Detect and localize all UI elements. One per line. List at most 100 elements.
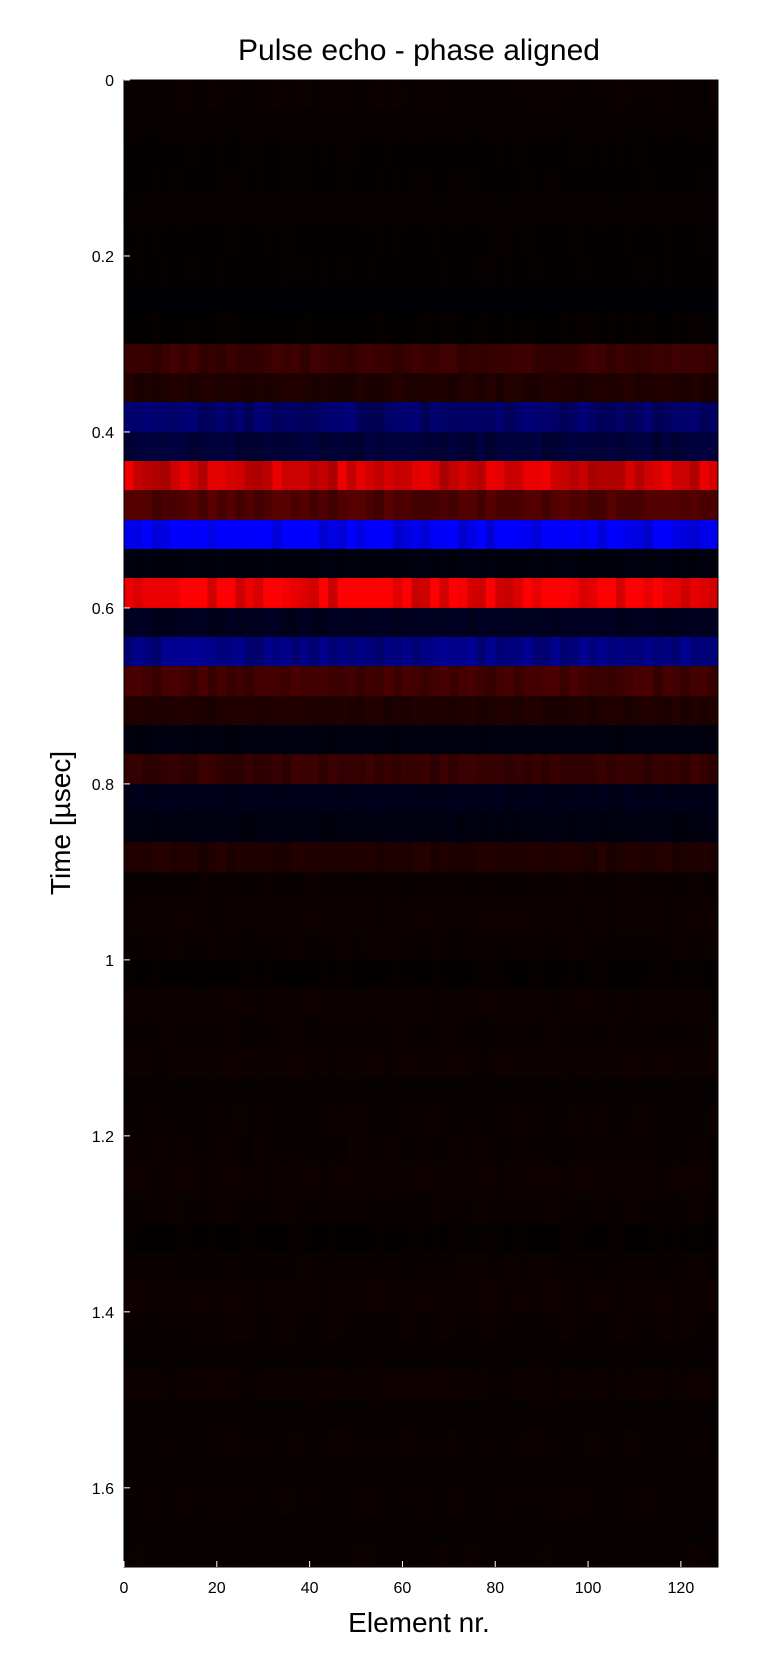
heatmap-cell [230, 109, 236, 139]
heatmap-cell [318, 841, 324, 873]
heatmap-cell [671, 607, 677, 638]
heatmap-cell [569, 255, 575, 286]
heatmap-cell [374, 666, 380, 697]
heatmap-cell [680, 138, 686, 169]
heatmap-cell [676, 841, 682, 873]
heatmap-cell [304, 929, 310, 961]
heatmap-cell [699, 959, 705, 990]
heatmap-cell [615, 431, 621, 462]
heatmap-cell [291, 1105, 296, 1137]
heatmap-cell [258, 959, 264, 990]
heatmap-cell [267, 695, 273, 726]
heatmap-cell [509, 80, 515, 110]
heatmap-cell [532, 255, 538, 286]
heatmap-cell [244, 695, 250, 726]
heatmap-cell [439, 109, 445, 139]
heatmap-cell [578, 226, 584, 257]
heatmap-cell [564, 490, 570, 521]
heatmap-cell [574, 343, 580, 374]
heatmap-cell [151, 519, 157, 550]
heatmap-cell [137, 753, 143, 785]
heatmap-cell [133, 373, 139, 403]
heatmap-cell [133, 138, 139, 169]
heatmap-cell [393, 929, 399, 961]
heatmap-cell [147, 373, 153, 403]
heatmap-cell [611, 578, 617, 609]
heatmap-cell [388, 490, 394, 521]
heatmap-cell [666, 460, 672, 491]
heatmap-cell [653, 841, 658, 873]
heatmap-cell [620, 343, 626, 374]
heatmap-cell [128, 1135, 134, 1166]
heatmap-cell [713, 900, 719, 931]
heatmap-cell [342, 197, 348, 227]
heatmap-cell [639, 1076, 645, 1107]
heatmap-cell [625, 255, 631, 286]
heatmap-cell [462, 1105, 468, 1137]
heatmap-cell [230, 695, 236, 726]
heatmap-cell [704, 548, 710, 579]
heatmap-cell [161, 812, 167, 843]
heatmap-cell [509, 929, 515, 961]
heatmap-cell [546, 402, 552, 433]
heatmap-cell [629, 959, 635, 990]
heatmap-cell [356, 1105, 361, 1137]
heatmap-cell [662, 666, 668, 697]
heatmap-cell [657, 929, 663, 961]
heatmap-cell [597, 636, 603, 667]
heatmap-cell [523, 402, 529, 433]
heatmap-cell [625, 373, 631, 403]
heatmap-cell [694, 578, 700, 609]
heatmap-cell [383, 578, 389, 609]
heatmap-cell [444, 460, 450, 491]
heatmap-cell [249, 900, 255, 931]
heatmap-cell [467, 1017, 473, 1049]
heatmap-cell [365, 900, 371, 931]
heatmap-cell [277, 519, 283, 550]
heatmap-cell [680, 402, 686, 433]
heatmap-cell [165, 548, 171, 579]
heatmap-cell [397, 431, 403, 462]
heatmap-cell [137, 783, 143, 814]
heatmap-cell [476, 841, 482, 873]
heatmap-cell [439, 812, 445, 843]
heatmap-cell [504, 285, 510, 315]
heatmap-cell [694, 167, 700, 198]
heatmap-cell [212, 929, 218, 961]
heatmap-cell [458, 666, 464, 697]
heatmap-cell [207, 255, 213, 286]
heatmap-cell [708, 1193, 714, 1225]
heatmap-cell [235, 138, 241, 169]
heatmap-cell [175, 343, 180, 374]
heatmap-cell [634, 460, 640, 491]
heatmap-cell [708, 841, 714, 873]
heatmap-cell [369, 636, 375, 667]
heatmap-cell [369, 1135, 375, 1166]
heatmap-cell [713, 373, 719, 403]
heatmap-cell [124, 548, 129, 579]
heatmap-cell [346, 871, 352, 902]
heatmap-cell [564, 841, 570, 873]
heatmap-cell [170, 900, 176, 931]
heatmap-cell [588, 490, 593, 521]
heatmap-cell [694, 1105, 700, 1137]
heatmap-cell [244, 812, 250, 843]
heatmap-cell [671, 402, 677, 433]
heatmap-cell [318, 226, 324, 257]
heatmap-cell [578, 1047, 584, 1078]
heatmap-cell [648, 783, 654, 814]
heatmap-cell [481, 460, 487, 491]
heatmap-cell [657, 431, 663, 462]
heatmap-cell [212, 695, 218, 726]
heatmap-cell [639, 841, 645, 873]
heatmap-cell [439, 402, 445, 433]
heatmap-cell [188, 783, 194, 814]
heatmap-cell [518, 636, 524, 667]
heatmap-cell [680, 1105, 686, 1137]
heatmap-cell [365, 1193, 371, 1225]
heatmap-cell [467, 1047, 473, 1078]
heatmap-cell [550, 666, 556, 697]
heatmap-cell [643, 80, 649, 110]
heatmap-cell [253, 1017, 259, 1049]
heatmap-cell [281, 783, 287, 814]
